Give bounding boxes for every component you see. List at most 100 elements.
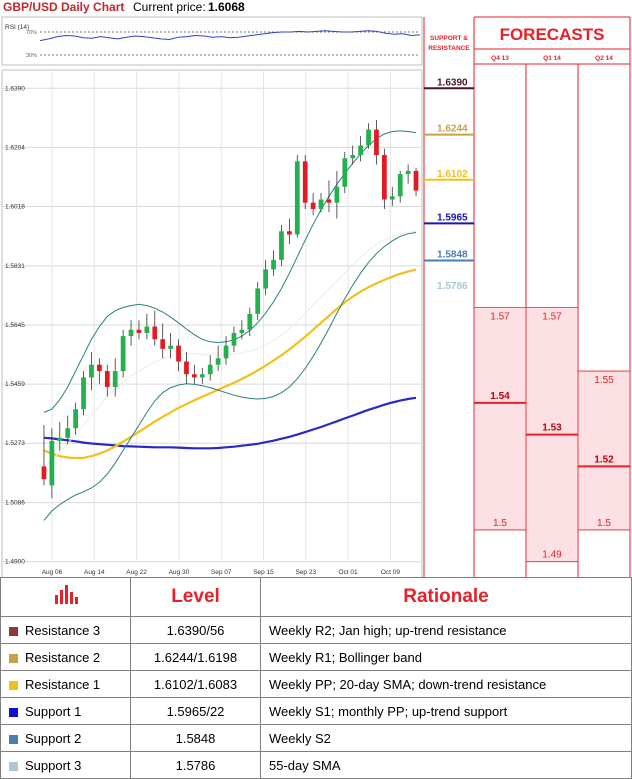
x-tick-label: Oct 09 [381, 569, 401, 576]
row-rationale: Weekly S2 [260, 724, 632, 752]
row-name-cell: Support 3 [0, 751, 131, 779]
candle-body [231, 332, 237, 346]
candle-body [366, 129, 371, 146]
x-tick-label: Sep 15 [253, 569, 274, 576]
forecast-range-box [475, 307, 525, 530]
row-name-cell: Resistance 3 [0, 616, 131, 644]
table-row: Support 1 1.5965/22 Weekly S1; monthly PP;… [0, 697, 632, 725]
color-swatch [9, 707, 18, 717]
x-axis: Aug 06 Aug 14 Aug 22 Aug 30 Sep 07 Sep 15 Sep … [42, 569, 401, 576]
candle-body [413, 170, 419, 191]
table-row: Resistance 2 1.6244/1.6198 Weekly R1; Boll… [0, 643, 632, 671]
candle-body [326, 199, 332, 203]
sr-levels: 1.6390 1.6244 1.6102 1.5965 1.5848 1.5786 [424, 77, 474, 292]
row-name-cell: Resistance 2 [0, 643, 131, 671]
forecast-low-label: 1.49 [542, 550, 562, 561]
row-level: 1.6102/1.6083 [130, 670, 261, 698]
x-tick-label: Aug 22 [126, 569, 147, 576]
candle-body [120, 336, 126, 372]
candle-body [382, 155, 387, 200]
candle-body [49, 440, 55, 486]
forecast-high-label: 1.57 [490, 312, 510, 323]
color-swatch [9, 680, 18, 690]
candle-body [192, 374, 197, 378]
indicator-line-4 [43, 232, 417, 521]
forecast-panel: SUPPORT & RESISTANCE FORECASTS Q4 13 Q1 1… [423, 16, 631, 577]
candle-body [112, 371, 118, 387]
candle-body [342, 158, 348, 187]
rsi-upper-label: 70% [26, 30, 37, 36]
rsi-panel: RSI (14) 70% 30% [1, 16, 423, 66]
row-name: Resistance 3 [25, 622, 101, 638]
forecast-ranges: 1.57 1.54 1.5 1.57 1.53 1.49 1.55 1.52 1.5 [474, 307, 630, 563]
row-rationale: Weekly R2; Jan high; up-trend resistance [260, 616, 632, 644]
level-label: 1.6102 [437, 169, 468, 180]
candle-body [89, 364, 94, 378]
candle-body [223, 345, 229, 359]
table-header-row: Level Rationale [0, 577, 632, 617]
level-label: 1.6390 [437, 77, 468, 88]
chart-area: GBP/USD Daily Chart Current price: 1.606… [1, 0, 631, 577]
candle-body [65, 428, 71, 438]
y-axis: 1.4900 1.5086 1.5273 1.5459 1.5645 1.5831 1.60… [5, 85, 25, 565]
y-tick-label: 1.4900 [5, 559, 25, 566]
row-level: 1.5965/22 [130, 697, 261, 725]
forecast-range-box [579, 371, 629, 530]
rsi-lower-label: 30% [26, 53, 37, 59]
row-rationale: Weekly S1; monthly PP; up-trend support [260, 697, 632, 725]
row-name: Support 3 [25, 757, 82, 773]
price-label: Current price: [133, 0, 206, 14]
rsi-line [39, 30, 421, 42]
candle-body [128, 329, 134, 337]
color-swatch [9, 734, 18, 744]
candle-body [57, 437, 63, 441]
candle-body [271, 259, 276, 270]
forecast-low-label: 1.5 [597, 518, 611, 529]
candle-body [294, 161, 300, 235]
candle-body [199, 374, 205, 378]
row-name: Resistance 1 [25, 676, 101, 692]
row-rationale: 55-day SMA [260, 751, 632, 779]
sr-label-1: SUPPORT & [430, 35, 468, 42]
indicator-line-2 [43, 230, 417, 467]
table-icon-cell [0, 577, 131, 617]
candle-body [287, 231, 292, 235]
candle-body [215, 358, 221, 365]
row-rationale: Weekly PP; 20-day SMA; down-trend resist… [260, 670, 632, 698]
chart-title: GBP/USD Daily Chart [3, 0, 124, 14]
quarter-label: Q1 14 [543, 55, 561, 62]
x-tick-label: Aug 30 [169, 569, 190, 576]
x-tick-label: Aug 06 [42, 569, 63, 576]
table-row: Support 3 1.5786 55-day SMA [0, 751, 632, 779]
candle-body [358, 145, 363, 156]
y-tick-label: 1.5273 [5, 440, 25, 447]
forecast-high-label: 1.57 [542, 312, 562, 323]
color-swatch [9, 761, 18, 771]
table-body: Resistance 3 1.6390/56 Weekly R2; Jan high… [0, 616, 632, 779]
level-label: 1.6244 [437, 124, 468, 135]
row-name-cell: Resistance 1 [0, 670, 131, 698]
candle-body [397, 174, 403, 197]
candle-body [168, 345, 173, 349]
candle-body [184, 361, 189, 375]
candle-body [207, 364, 213, 375]
level-label: 1.5786 [437, 281, 468, 292]
y-tick-label: 1.6204 [5, 144, 25, 151]
rsi-frame [1, 16, 423, 66]
candle-body [160, 339, 166, 349]
candle-body [247, 313, 253, 330]
level-label: 1.5965 [437, 212, 468, 223]
x-tick-label: Oct 01 [339, 569, 359, 576]
row-name: Support 1 [25, 703, 82, 719]
row-name: Resistance 2 [25, 649, 101, 665]
color-swatch [9, 626, 18, 636]
candle-body [104, 371, 110, 387]
row-rationale: Weekly R1; Bollinger band [260, 643, 632, 671]
candle-body [279, 231, 284, 260]
indicator-line-3 [43, 130, 417, 413]
y-tick-label: 1.5086 [5, 500, 25, 507]
x-tick-label: Sep 07 [211, 569, 232, 576]
candle-body [389, 196, 395, 200]
y-tick-label: 1.6018 [5, 203, 25, 210]
y-tick-label: 1.5459 [5, 381, 25, 388]
